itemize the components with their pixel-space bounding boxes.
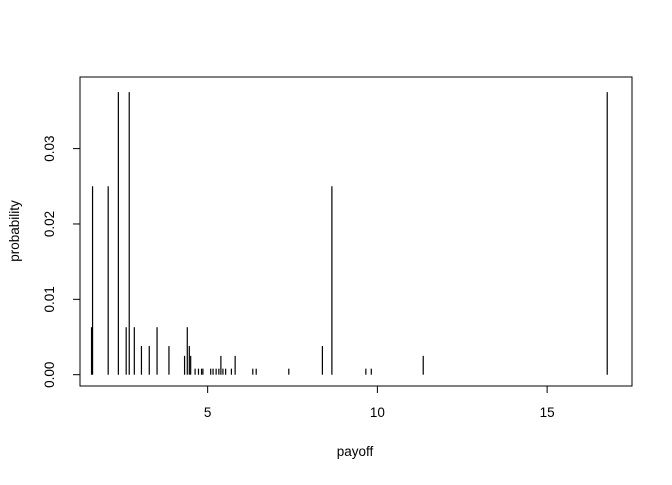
x-tick-label: 10 — [370, 405, 385, 420]
y-tick-label: 0.00 — [42, 362, 57, 388]
x-tick-label: 5 — [204, 405, 212, 420]
x-axis-label: payoff — [337, 444, 374, 459]
plot-frame — [79, 76, 633, 387]
spike-series — [90, 92, 608, 375]
y-axis-label: probability — [7, 200, 22, 262]
y-tick-label: 0.02 — [42, 211, 57, 237]
y-axis: 0.00 0.01 0.02 0.03 — [42, 135, 81, 388]
y-tick-label: 0.03 — [42, 135, 57, 161]
x-tick-label: 15 — [540, 405, 555, 420]
y-tick-label: 0.01 — [42, 286, 57, 312]
x-axis: 5 10 15 — [204, 385, 555, 420]
